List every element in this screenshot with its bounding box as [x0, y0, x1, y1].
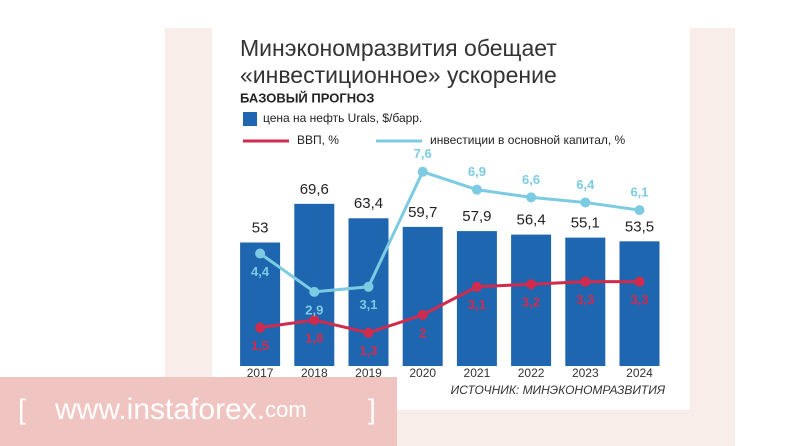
bar	[619, 241, 660, 366]
point	[309, 286, 320, 297]
x-tick-label: 2018	[301, 366, 328, 380]
watermark: ]	[368, 393, 376, 424]
point	[471, 281, 482, 292]
chart-title: Минэкономразвития обещает	[240, 35, 557, 61]
x-tick-label: 2020	[409, 366, 436, 380]
point	[255, 322, 266, 333]
point-value-label: 7,6	[414, 146, 432, 161]
point-value-label: 1,8	[305, 330, 323, 345]
point-value-label: 6,4	[576, 177, 595, 192]
legend-label: цена на нефть Urals, $/барр.	[263, 111, 422, 125]
point	[417, 166, 428, 177]
x-tick-label: 2021	[464, 366, 491, 380]
bar-value-label: 53	[252, 219, 269, 236]
point	[526, 192, 537, 203]
bar-value-label: 55,1	[571, 215, 600, 232]
point-value-label: 3,1	[468, 297, 486, 312]
line	[259, 280, 640, 335]
point-value-label: 1,5	[251, 338, 269, 353]
bar	[456, 231, 497, 366]
bar-value-label: 59,7	[408, 204, 437, 221]
point	[255, 248, 266, 259]
point	[634, 276, 645, 287]
legend-swatch	[243, 112, 257, 126]
point-value-label: 4,4	[251, 264, 270, 279]
point-value-label: 2,9	[305, 302, 323, 317]
point-value-label: 6,1	[630, 185, 648, 200]
bar-value-label: 56,4	[516, 212, 545, 229]
watermark-box	[0, 377, 397, 446]
point	[417, 309, 428, 320]
watermark: [	[18, 393, 26, 424]
source: ИСТОЧНИК: МИНЭКОНОМРАЗВИТИЯ	[451, 383, 666, 397]
point	[363, 281, 374, 292]
point	[580, 276, 591, 287]
point	[309, 315, 320, 325]
inner-panel	[212, 24, 690, 410]
watermark-text: www.instaforex.	[54, 393, 265, 426]
bar	[511, 234, 552, 366]
chart-subtitle: БАЗОВЫЙ ПРОГНОЗ	[240, 90, 374, 105]
point-value-label: 3,3	[576, 292, 594, 307]
point	[634, 205, 645, 216]
point-value-label: 1,3	[359, 343, 377, 358]
bar-value-label: 63,4	[354, 195, 383, 212]
point	[526, 279, 537, 290]
x-tick-label: 2024	[626, 366, 653, 380]
x-tick-label: 2019	[355, 366, 382, 380]
bar	[348, 218, 389, 366]
point	[580, 197, 591, 208]
legend-label: ВВП, %	[297, 133, 339, 147]
line	[259, 169, 640, 294]
bar-value-label: 57,9	[462, 208, 491, 225]
point-value-label: 2	[419, 325, 426, 340]
bar-value-label: 53,5	[625, 218, 654, 235]
bar	[565, 237, 606, 366]
point-value-label: 3,2	[522, 295, 540, 310]
bar	[402, 226, 443, 366]
point	[471, 184, 482, 195]
point-value-label: 3,1	[359, 297, 377, 312]
point-value-label: 6,6	[522, 172, 540, 187]
x-tick-label: 2022	[518, 366, 545, 380]
watermark-tld: com	[265, 397, 307, 422]
bar-value-label: 69,6	[300, 181, 329, 198]
point	[363, 327, 374, 338]
point-value-label: 6,9	[468, 164, 486, 179]
watermark: www.instaforex.com	[54, 393, 307, 426]
chart-title: «инвестиционное» ускорение	[240, 62, 557, 88]
bar	[294, 203, 335, 366]
x-tick-label: 2023	[572, 366, 599, 380]
x-tick-label: 2017	[247, 366, 274, 380]
legend-label: инвестиции в основной капитал, %	[430, 133, 626, 147]
point-value-label: 3,3	[630, 292, 648, 307]
